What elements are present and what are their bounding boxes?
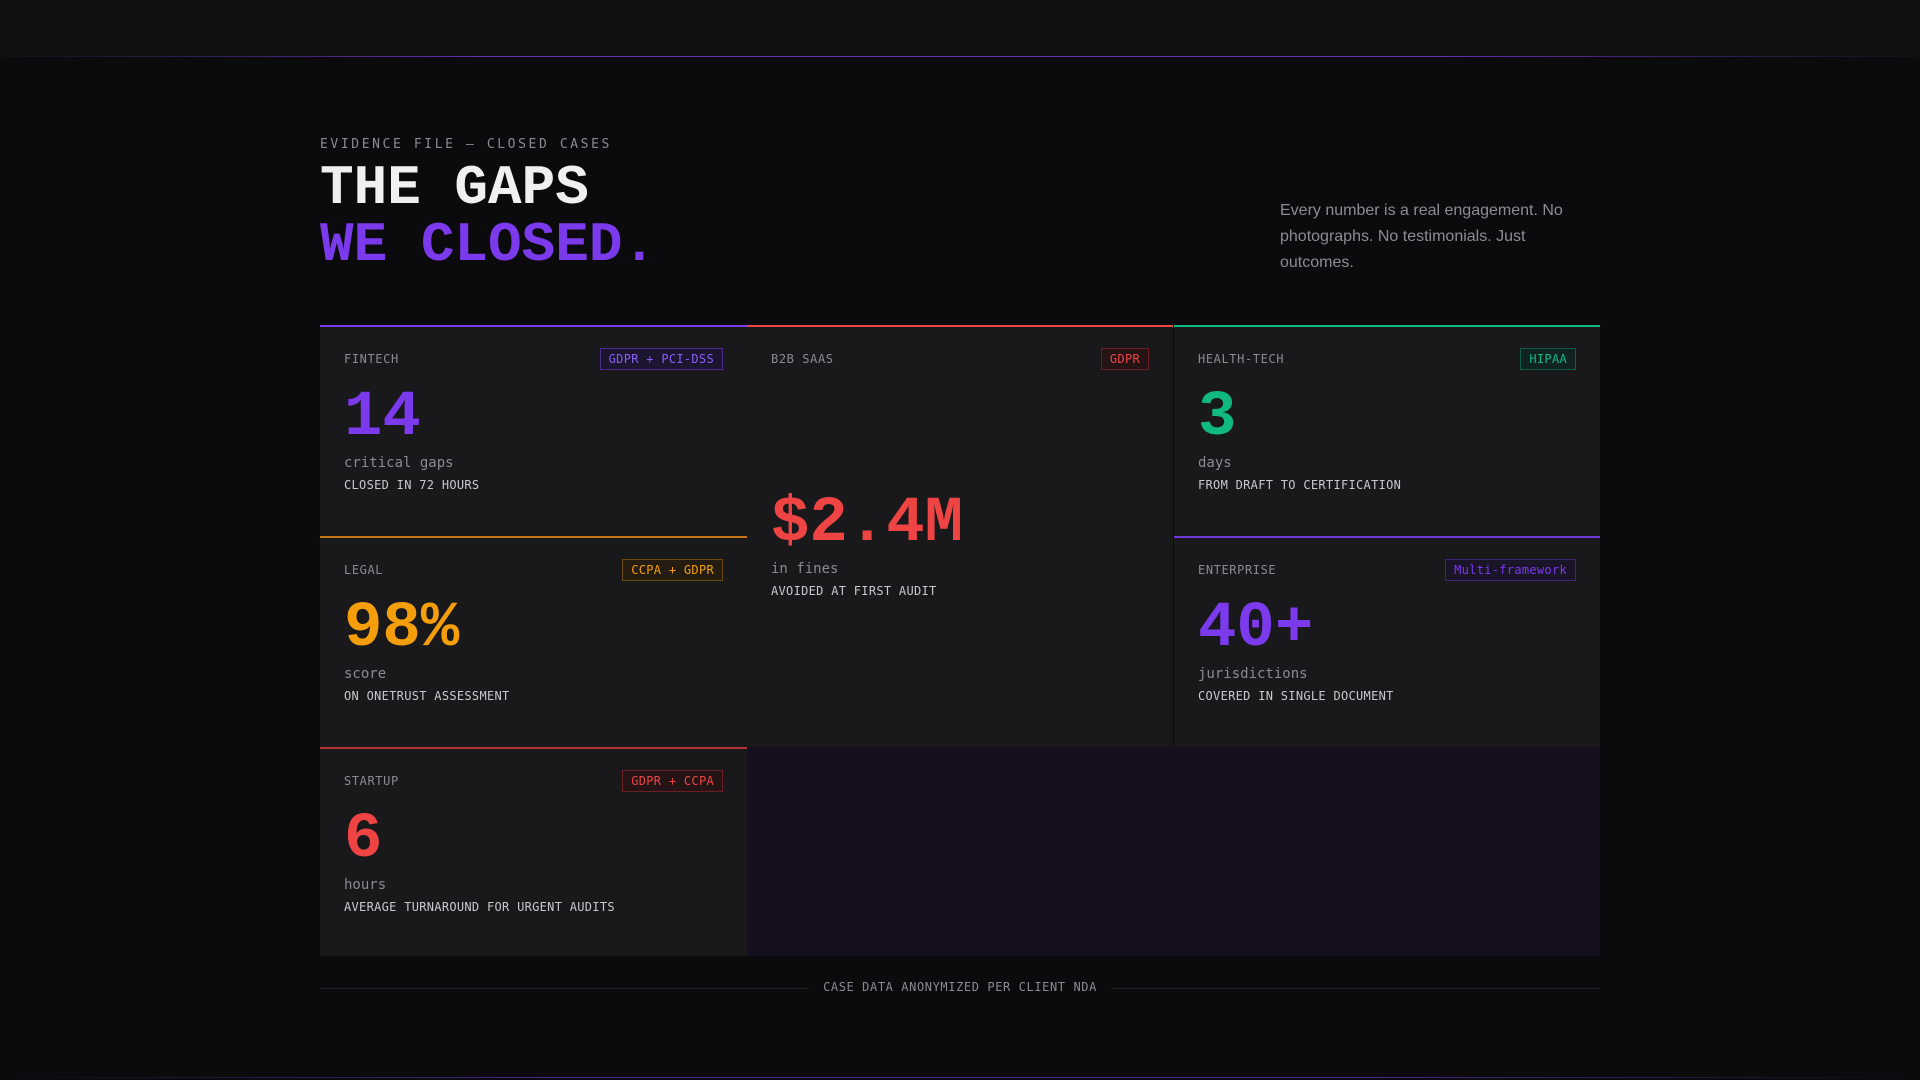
case-unit: jurisdictions — [1198, 666, 1308, 682]
case-metric: $2.4M — [771, 488, 964, 560]
footer-note-text: CASE DATA ANONYMIZED PER CLIENT NDA — [809, 980, 1111, 994]
framework-badge: GDPR + CCPA — [622, 770, 723, 792]
framework-badge: GDPR — [1100, 348, 1149, 370]
top-bar — [0, 0, 1920, 57]
card-accent-border — [320, 325, 747, 327]
top-accent-line — [0, 56, 1920, 57]
case-sector: STARTUP — [344, 774, 399, 788]
case-sector: HEALTH-TECH — [1198, 352, 1285, 366]
case-sector: B2B SAAS — [771, 352, 834, 366]
case-sector: LEGAL — [344, 563, 384, 577]
case-caption: ON ONETRUST ASSESSMENT — [344, 689, 510, 703]
framework-badge: GDPR + PCI-DSS — [599, 348, 723, 370]
case-card-b2b-saas: B2B SAAS GDPR $2.4M in fines AVOIDED AT … — [747, 325, 1173, 747]
case-card-startup: STARTUP GDPR + CCPA 6 hours AVERAGE TURN… — [320, 747, 747, 956]
framework-badge: Multi-framework — [1445, 559, 1576, 581]
framework-badge: CCPA + GDPR — [622, 559, 723, 581]
section-eyebrow: EVIDENCE FILE — CLOSED CASES — [320, 137, 612, 152]
case-card-legal: LEGAL CCPA + GDPR 98% score ON ONETRUST … — [320, 536, 747, 747]
case-caption: COVERED IN SINGLE DOCUMENT — [1198, 689, 1394, 703]
page-title: THE GAPS WE CLOSED. — [320, 160, 656, 274]
case-caption: AVOIDED AT FIRST AUDIT — [771, 584, 937, 598]
case-unit: hours — [344, 877, 387, 893]
case-unit: in fines — [771, 561, 839, 577]
case-metric: 14 — [344, 382, 421, 454]
case-caption: CLOSED IN 72 HOURS — [344, 478, 480, 492]
case-sector: ENTERPRISE — [1198, 563, 1277, 577]
card-accent-border — [320, 536, 747, 538]
intro-text: Every number is a real engagement. No ph… — [1280, 202, 1563, 271]
case-unit: critical gaps — [344, 455, 454, 471]
card-accent-border — [1174, 536, 1600, 538]
case-metric: 40+ — [1198, 593, 1314, 665]
card-accent-border — [320, 747, 747, 749]
case-sector: FINTECH — [344, 352, 399, 366]
case-metric: 6 — [344, 804, 383, 876]
bottom-accent-line — [0, 1077, 1920, 1078]
case-metric: 3 — [1198, 382, 1237, 454]
case-caption: AVERAGE TURNAROUND FOR URGENT AUDITS — [344, 900, 615, 914]
case-metric: 98% — [344, 593, 460, 665]
case-unit: days — [1198, 455, 1232, 471]
title-line-2: WE CLOSED. — [320, 213, 657, 277]
empty-highlight-panel — [747, 747, 1600, 956]
case-unit: score — [344, 666, 387, 682]
title-line-1: THE GAPS — [320, 156, 589, 220]
card-accent-border — [747, 325, 1173, 327]
card-accent-border — [1174, 325, 1600, 327]
case-card-health-tech: HEALTH-TECH HIPAA 3 days FROM DRAFT TO C… — [1174, 325, 1600, 536]
case-card-enterprise: ENTERPRISE Multi-framework 40+ jurisdict… — [1174, 536, 1600, 747]
framework-badge: HIPAA — [1520, 348, 1576, 370]
footer-note: CASE DATA ANONYMIZED PER CLIENT NDA — [320, 980, 1600, 994]
case-caption: FROM DRAFT TO CERTIFICATION — [1198, 478, 1402, 492]
case-card-fintech: FINTECH GDPR + PCI-DSS 14 critical gaps … — [320, 325, 747, 536]
footer-note-row: CASE DATA ANONYMIZED PER CLIENT NDA — [320, 980, 1600, 996]
case-grid: FINTECH GDPR + PCI-DSS 14 critical gaps … — [320, 325, 1600, 956]
